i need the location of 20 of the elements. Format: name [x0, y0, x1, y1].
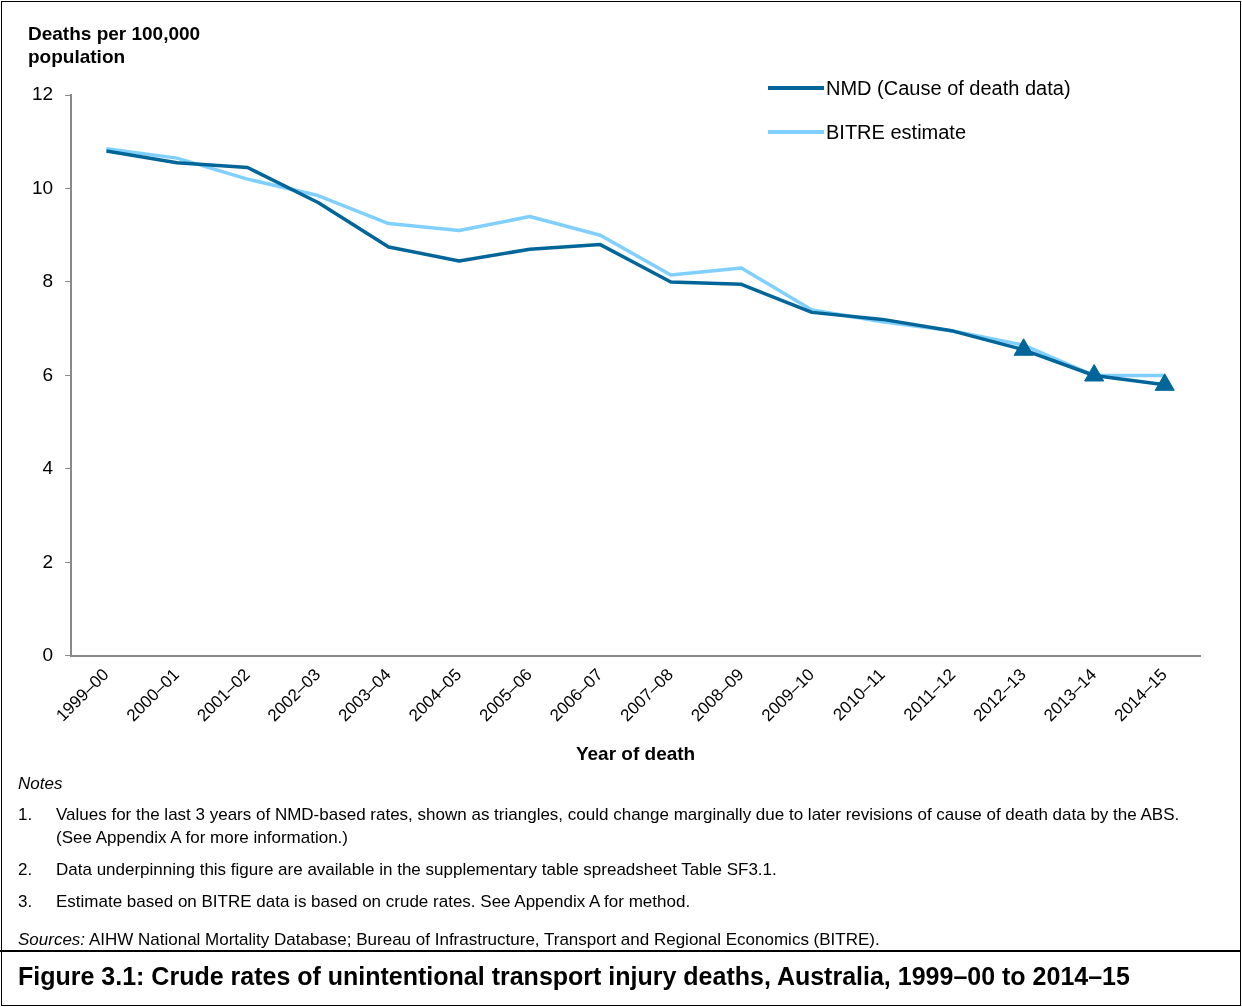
y-axis-title: Deaths per 100,000 population [28, 22, 202, 68]
y-tick-label: 10 [31, 176, 54, 198]
point [1154, 373, 1175, 391]
y-tick-label: 6 [42, 363, 54, 385]
y-tick-label: 2 [42, 550, 54, 572]
text: 3. Estimate based on BITRE data is based on crude rates. See Appendix A for method. [18, 892, 691, 911]
text: 1. Values for the last 3 years of NMD-based rates, shown as triangles, could change marginally due to later revisions of cause of death data by the ABS. (See Appendix A for more information.) [18, 805, 1180, 847]
y-tick-label: 0 [42, 644, 54, 666]
point [1084, 363, 1105, 382]
y-tick-label: 12 [31, 83, 54, 105]
y-tick-label: 8 [42, 270, 54, 292]
y-tick-label: 4 [42, 457, 54, 479]
text: Sources: AIHW National Mortality Database; Bureau of Infrastructure, Transport and Regional Economics (BITRE). [18, 928, 881, 951]
legend-label: NMD (Cause of death data) [826, 76, 1071, 100]
text: Notes [18, 774, 63, 793]
text: Figure 3.1: Crude rates of unintentional transport injury deaths, Australia, 1999–00 to 2014–15 [18, 962, 1130, 991]
point [1013, 338, 1034, 356]
x-axis-title: Year of death [575, 742, 696, 764]
legend-label: BITRE estimate [826, 120, 967, 144]
text: 2. Data underpinning this figure are available in the supplementary table spreadsheet Table SF3.1. [18, 860, 777, 879]
